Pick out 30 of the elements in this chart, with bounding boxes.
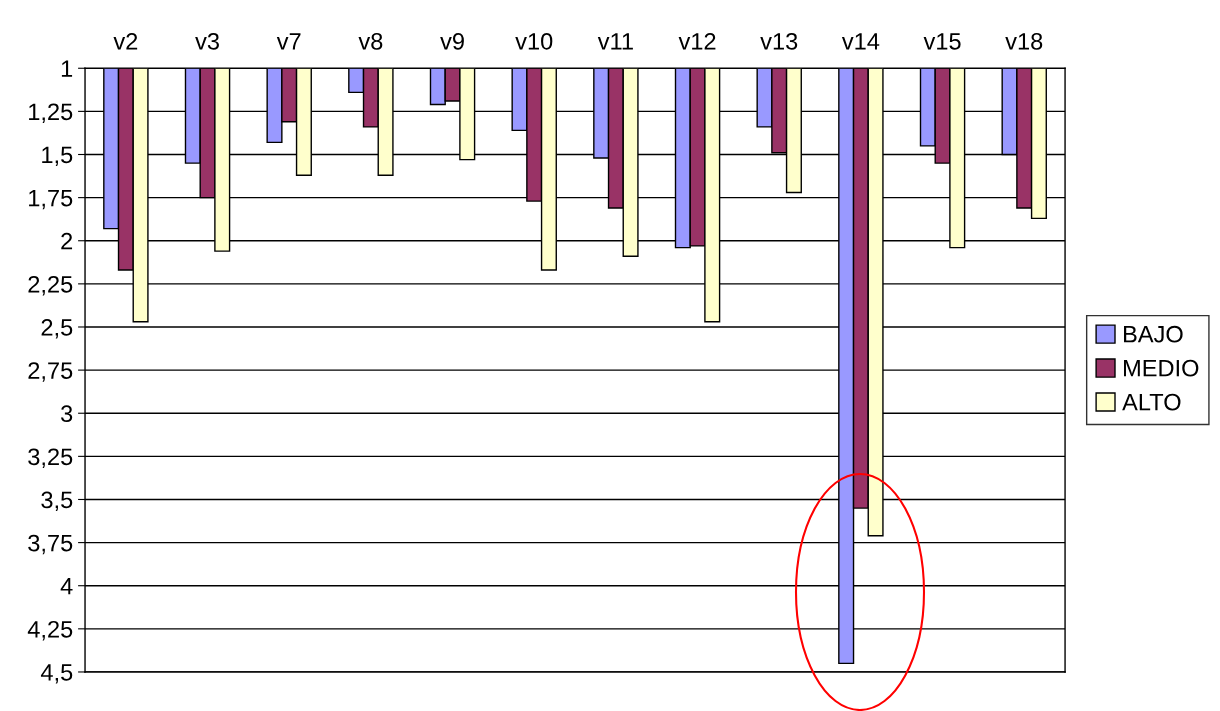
y-tick-label: 1,5 — [42, 146, 73, 167]
y-tick-label: 4,5 — [40, 664, 73, 684]
x-tick-label: v14 — [841, 33, 880, 50]
x-tick-label: v7 — [276, 33, 301, 50]
y-tick-label: 2,25 — [28, 275, 73, 296]
x-tick-label: v11 — [597, 33, 633, 50]
legend-label: ALTO — [1122, 393, 1181, 411]
x-tick-label: v3 — [195, 32, 219, 50]
y-tick-label: 2,75 — [28, 362, 73, 382]
y-tick-label: 3 — [61, 405, 73, 423]
x-tick-label: v12 — [678, 32, 716, 50]
x-tick-label: v9 — [440, 32, 464, 50]
x-tick-label: v13 — [760, 32, 798, 50]
y-tick-label: 1 — [61, 60, 73, 77]
legend-label: BAJO — [1124, 325, 1183, 343]
legend-label: MEDIO — [1124, 359, 1199, 377]
y-tick-label: 4 — [60, 578, 73, 595]
y-tick-label: 4,25 — [27, 620, 73, 641]
y-tick-label: 3,5 — [41, 491, 73, 512]
y-tick-label: 1,75 — [29, 189, 73, 210]
x-tick-label: v2 — [113, 32, 138, 50]
x-tick-label: v18 — [1005, 32, 1043, 50]
x-tick-label: v15 — [923, 33, 961, 50]
y-tick-label: 3,75 — [28, 534, 73, 555]
y-tick-label: 3,25 — [28, 448, 73, 468]
y-tick-label: 2,5 — [41, 319, 73, 339]
x-tick-label: v8 — [358, 32, 383, 50]
y-tick-label: 1,25 — [29, 103, 73, 123]
y-tick-label: 2 — [61, 232, 73, 250]
x-tick-label: v10 — [515, 32, 553, 50]
